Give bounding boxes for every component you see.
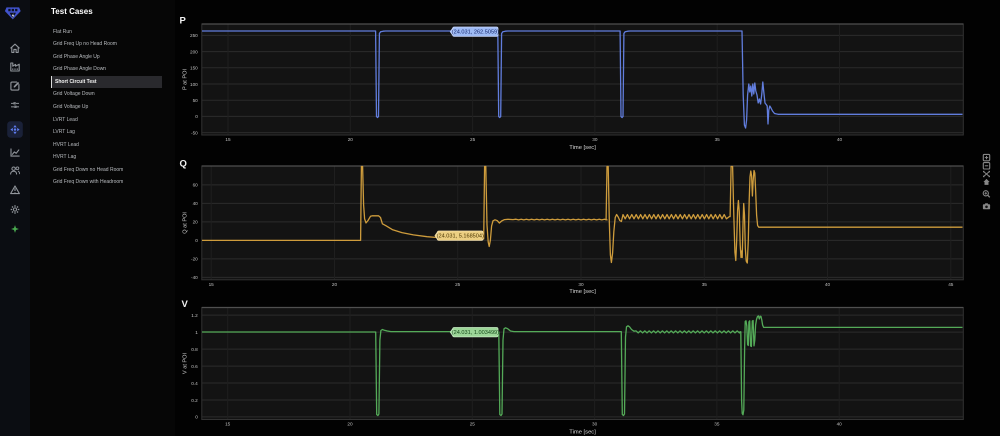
svg-text:V: V	[182, 299, 189, 310]
svg-text:20: 20	[332, 282, 338, 287]
svg-text:40: 40	[837, 422, 843, 427]
svg-text:-20: -20	[191, 257, 198, 262]
svg-text:45: 45	[948, 282, 954, 287]
svg-text:40: 40	[837, 137, 843, 142]
svg-text:V at POI: V at POI	[183, 352, 189, 374]
svg-text:P: P	[180, 16, 187, 27]
svg-text:Time [sec]: Time [sec]	[569, 429, 596, 435]
svg-text:35: 35	[715, 137, 721, 142]
svg-text:1.2: 1.2	[191, 313, 198, 318]
svg-text:Q: Q	[180, 159, 187, 170]
svg-text:0.4: 0.4	[191, 381, 198, 386]
svg-text:30: 30	[578, 282, 584, 287]
svg-text:40: 40	[825, 282, 831, 287]
svg-text:25: 25	[470, 137, 476, 142]
svg-text:-50: -50	[191, 130, 198, 135]
svg-text:25: 25	[470, 422, 476, 427]
svg-text:Q at POI: Q at POI	[183, 212, 189, 234]
svg-text:150: 150	[190, 66, 198, 71]
svg-text:0.8: 0.8	[191, 347, 198, 352]
svg-text:15: 15	[209, 282, 215, 287]
svg-text:15: 15	[225, 137, 231, 142]
svg-text:(24.031, 1.003499): (24.031, 1.003499)	[452, 330, 499, 336]
svg-text:25: 25	[455, 282, 461, 287]
svg-text:0: 0	[195, 114, 198, 119]
svg-text:200: 200	[190, 49, 198, 54]
svg-text:0.2: 0.2	[191, 398, 198, 403]
svg-text:-40: -40	[191, 275, 198, 280]
svg-text:20: 20	[348, 137, 354, 142]
svg-text:30: 30	[592, 422, 598, 427]
svg-text:250: 250	[190, 33, 198, 38]
svg-text:Time [sec]: Time [sec]	[569, 289, 596, 295]
svg-text:P at POI: P at POI	[183, 69, 189, 90]
svg-text:100: 100	[190, 82, 198, 87]
svg-text:15: 15	[225, 422, 231, 427]
svg-text:20: 20	[347, 422, 353, 427]
svg-text:60: 60	[193, 183, 199, 188]
svg-text:0.6: 0.6	[191, 364, 198, 369]
svg-text:0: 0	[195, 415, 198, 420]
svg-text:35: 35	[714, 422, 720, 427]
svg-text:(24.031, 5.168504): (24.031, 5.168504)	[437, 234, 484, 240]
svg-text:20: 20	[193, 220, 199, 225]
svg-text:30: 30	[592, 137, 598, 142]
svg-text:(24.031, 262.5059): (24.031, 262.5059)	[452, 30, 499, 36]
svg-text:50: 50	[193, 98, 199, 103]
svg-text:35: 35	[702, 282, 708, 287]
svg-text:Time [sec]: Time [sec]	[569, 145, 596, 151]
svg-text:0: 0	[195, 238, 198, 243]
svg-text:1: 1	[195, 330, 198, 335]
svg-text:40: 40	[193, 201, 199, 206]
